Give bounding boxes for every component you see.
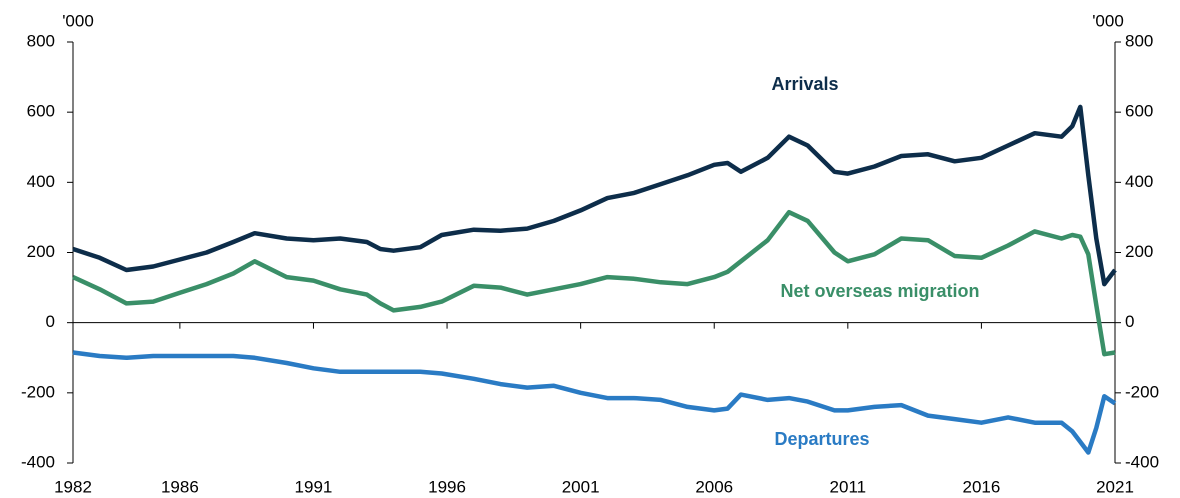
series-line [72, 209, 1116, 357]
y-unit-right: '000 [1092, 11, 1124, 30]
y2-tick-label: 400 [1125, 172, 1153, 191]
y2-tick-label: 800 [1125, 31, 1153, 50]
y-tick-label: -400 [21, 452, 55, 471]
series-label: Departures [774, 429, 869, 449]
series-line [72, 350, 1117, 455]
series-label: Arrivals [771, 74, 838, 94]
y-tick-label: -200 [21, 382, 55, 401]
x-tick-label: 2011 [830, 477, 867, 496]
x-tick-label: 1986 [161, 477, 199, 496]
y2-tick-label: -400 [1125, 452, 1159, 471]
x-tick-label: 2016 [962, 477, 1000, 496]
y-tick-label: 0 [46, 312, 55, 331]
y-tick-label: 200 [27, 242, 55, 261]
y-tick-label: 400 [27, 172, 55, 191]
x-tick-label: 2001 [562, 477, 600, 496]
x-tick-label: 1996 [428, 477, 466, 496]
y-unit-left: '000 [62, 11, 94, 30]
y2-tick-label: 200 [1125, 242, 1153, 261]
y-tick-label: 800 [27, 31, 55, 50]
y2-tick-label: 600 [1125, 102, 1153, 121]
x-tick-label: 1991 [295, 477, 333, 496]
y2-tick-label: 0 [1125, 312, 1134, 331]
series-line [72, 104, 1117, 287]
x-tick-label: 2021 [1096, 477, 1134, 496]
x-tick-label: 1982 [54, 477, 92, 496]
y2-tick-label: -200 [1125, 382, 1159, 401]
y-tick-label: 600 [27, 102, 55, 121]
x-tick-label: 2006 [695, 477, 733, 496]
series-label: Net overseas migration [780, 281, 979, 301]
